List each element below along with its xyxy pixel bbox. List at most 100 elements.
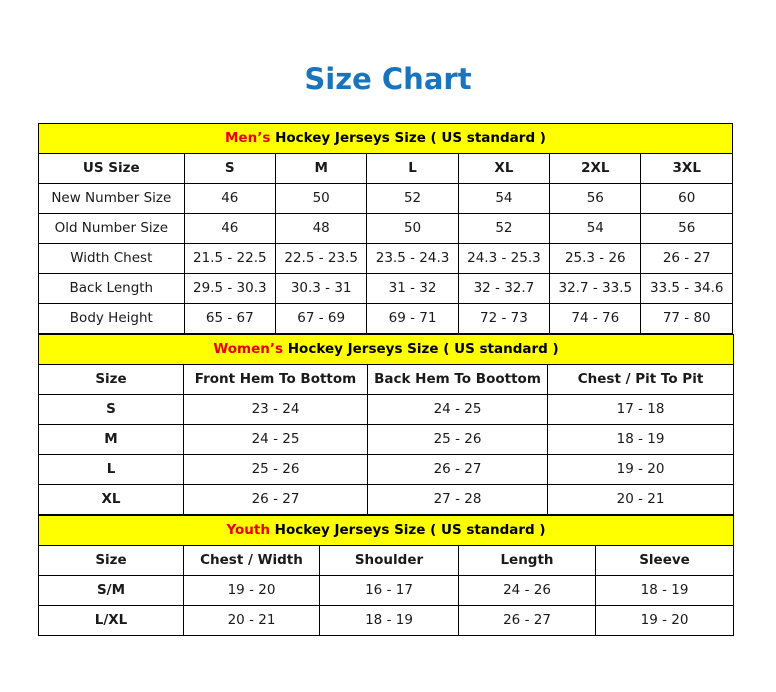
mens-section-header-row: Men’s Hockey Jerseys Size ( US standard … <box>38 123 733 154</box>
womens-cell-3-1: 27 - 28 <box>367 484 548 515</box>
mens-row-label-3: Back Length <box>38 273 185 304</box>
mens-cell-4-3: 72 - 73 <box>457 303 551 334</box>
womens-row-label-2: L <box>38 454 184 485</box>
table-row: L/XL 20 - 21 18 - 19 26 - 27 19 - 20 <box>38 605 735 636</box>
youth-col-header-0: Size <box>38 545 184 576</box>
table-row: S/M 19 - 20 16 - 17 24 - 26 18 - 19 <box>38 575 735 606</box>
mens-cell-2-2: 23.5 - 24.3 <box>366 243 459 274</box>
table-row: Width Chest 21.5 - 22.5 22.5 - 23.5 23.5… <box>38 243 733 274</box>
womens-cell-0-2: 17 - 18 <box>546 394 735 425</box>
mens-col-header-5: 2XL <box>549 153 642 184</box>
misspelled-word-boottom: Boottom <box>476 366 541 394</box>
table-row: M 24 - 25 25 - 26 18 - 19 <box>38 424 735 455</box>
youth-header-rest: Hockey Jerseys Size ( US standard ) <box>269 522 546 538</box>
mens-col-header-1: S <box>183 153 276 184</box>
youth-section-header: Youth Hockey Jerseys Size ( US standard … <box>37 515 735 546</box>
page-title: Size Chart <box>304 62 472 96</box>
womens-col-header-1: Front Hem To Bottom <box>183 364 368 395</box>
womens-section-header: Women’s Hockey Jerseys Size ( US standar… <box>37 334 735 365</box>
youth-cell-0-0: 19 - 20 <box>183 575 320 606</box>
mens-cell-3-0: 29.5 - 30.3 <box>183 273 276 304</box>
youth-header-accent: Youth <box>226 522 270 538</box>
womens-row-label-3: XL <box>38 484 184 515</box>
mens-cell-2-5: 26 - 27 <box>640 243 733 274</box>
mens-cell-0-1: 50 <box>274 183 368 214</box>
womens-size-table: Women’s Hockey Jerseys Size ( US standar… <box>37 334 735 515</box>
womens-cell-3-2: 20 - 21 <box>546 484 735 515</box>
womens-section-header-row: Women’s Hockey Jerseys Size ( US standar… <box>37 334 735 365</box>
mens-cell-1-4: 54 <box>549 213 642 244</box>
mens-cell-1-5: 56 <box>640 213 733 244</box>
mens-row-label-4: Body Height <box>38 303 185 334</box>
womens-col-header-2-prefix: Back Hem To <box>374 371 476 387</box>
youth-cell-0-2: 24 - 26 <box>458 575 596 606</box>
womens-col-header-0: Size <box>38 364 184 395</box>
table-row: Body Height 65 - 67 67 - 69 69 - 71 72 -… <box>38 303 733 334</box>
mens-row-label-1: Old Number Size <box>38 213 185 244</box>
mens-cell-2-3: 24.3 - 25.3 <box>457 243 551 274</box>
mens-cell-0-2: 52 <box>366 183 459 214</box>
youth-cell-1-3: 19 - 20 <box>594 605 735 636</box>
size-tables-container: Men’s Hockey Jerseys Size ( US standard … <box>37 123 735 636</box>
mens-cell-4-2: 69 - 71 <box>366 303 459 334</box>
mens-cell-0-5: 60 <box>640 183 733 214</box>
mens-cell-4-0: 65 - 67 <box>183 303 276 334</box>
womens-header-accent: Women’s <box>213 341 284 357</box>
womens-cell-1-2: 18 - 19 <box>546 424 735 455</box>
table-row: New Number Size 46 50 52 54 56 60 <box>38 183 733 214</box>
womens-cell-1-1: 25 - 26 <box>367 424 548 455</box>
mens-cell-2-0: 21.5 - 22.5 <box>183 243 276 274</box>
youth-cell-0-3: 18 - 19 <box>594 575 735 606</box>
womens-row-label-0: S <box>38 394 184 425</box>
mens-cell-3-3: 32 - 32.7 <box>457 273 551 304</box>
womens-header-rest: Hockey Jerseys Size ( US standard ) <box>283 341 559 357</box>
womens-col-header-2: Back Hem To Boottom <box>367 364 548 395</box>
youth-cell-1-0: 20 - 21 <box>183 605 320 636</box>
mens-column-header-row: US Size S M L XL 2XL 3XL <box>38 153 733 184</box>
womens-column-header-row: Size Front Hem To Bottom Back Hem To Boo… <box>38 364 735 395</box>
youth-col-header-1: Chest / Width <box>183 545 320 576</box>
youth-section-header-row: Youth Hockey Jerseys Size ( US standard … <box>37 515 735 546</box>
mens-cell-1-1: 48 <box>274 213 368 244</box>
womens-cell-2-0: 25 - 26 <box>183 454 368 485</box>
mens-col-header-2: M <box>274 153 368 184</box>
youth-cell-1-1: 18 - 19 <box>319 605 459 636</box>
mens-cell-1-3: 52 <box>457 213 551 244</box>
mens-cell-2-1: 22.5 - 23.5 <box>274 243 368 274</box>
table-row: Old Number Size 46 48 50 52 54 56 <box>38 213 733 244</box>
womens-cell-3-0: 26 - 27 <box>183 484 368 515</box>
mens-size-table: Men’s Hockey Jerseys Size ( US standard … <box>38 123 733 334</box>
youth-row-label-1: L/XL <box>38 605 184 636</box>
mens-cell-4-5: 77 - 80 <box>640 303 733 334</box>
youth-row-label-0: S/M <box>38 575 184 606</box>
mens-header-rest: Hockey Jerseys Size ( US standard ) <box>270 130 546 146</box>
mens-col-header-6: 3XL <box>640 153 733 184</box>
mens-row-label-2: Width Chest <box>38 243 185 274</box>
mens-header-accent: Men’s <box>225 130 271 146</box>
youth-cell-1-2: 26 - 27 <box>458 605 596 636</box>
mens-cell-0-0: 46 <box>183 183 276 214</box>
womens-cell-1-0: 24 - 25 <box>183 424 368 455</box>
youth-col-header-4: Sleeve <box>594 545 735 576</box>
mens-cell-0-3: 54 <box>457 183 551 214</box>
table-row: S 23 - 24 24 - 25 17 - 18 <box>38 394 735 425</box>
mens-col-header-3: L <box>366 153 459 184</box>
womens-col-header-3: Chest / Pit To Pit <box>546 364 735 395</box>
table-row: XL 26 - 27 27 - 28 20 - 21 <box>38 484 735 515</box>
mens-col-header-4: XL <box>457 153 551 184</box>
youth-size-table: Youth Hockey Jerseys Size ( US standard … <box>37 515 735 636</box>
mens-cell-1-2: 50 <box>366 213 459 244</box>
mens-section-header: Men’s Hockey Jerseys Size ( US standard … <box>38 123 733 154</box>
mens-cell-3-4: 32.7 - 33.5 <box>549 273 642 304</box>
mens-cell-4-4: 74 - 76 <box>549 303 642 334</box>
womens-cell-2-2: 19 - 20 <box>546 454 735 485</box>
mens-cell-4-1: 67 - 69 <box>274 303 368 334</box>
mens-cell-2-4: 25.3 - 26 <box>549 243 642 274</box>
womens-cell-0-0: 23 - 24 <box>183 394 368 425</box>
youth-col-header-3: Length <box>458 545 596 576</box>
mens-cell-1-0: 46 <box>183 213 276 244</box>
mens-cell-0-4: 56 <box>549 183 642 214</box>
mens-col-header-0: US Size <box>38 153 185 184</box>
youth-col-header-2: Shoulder <box>319 545 459 576</box>
